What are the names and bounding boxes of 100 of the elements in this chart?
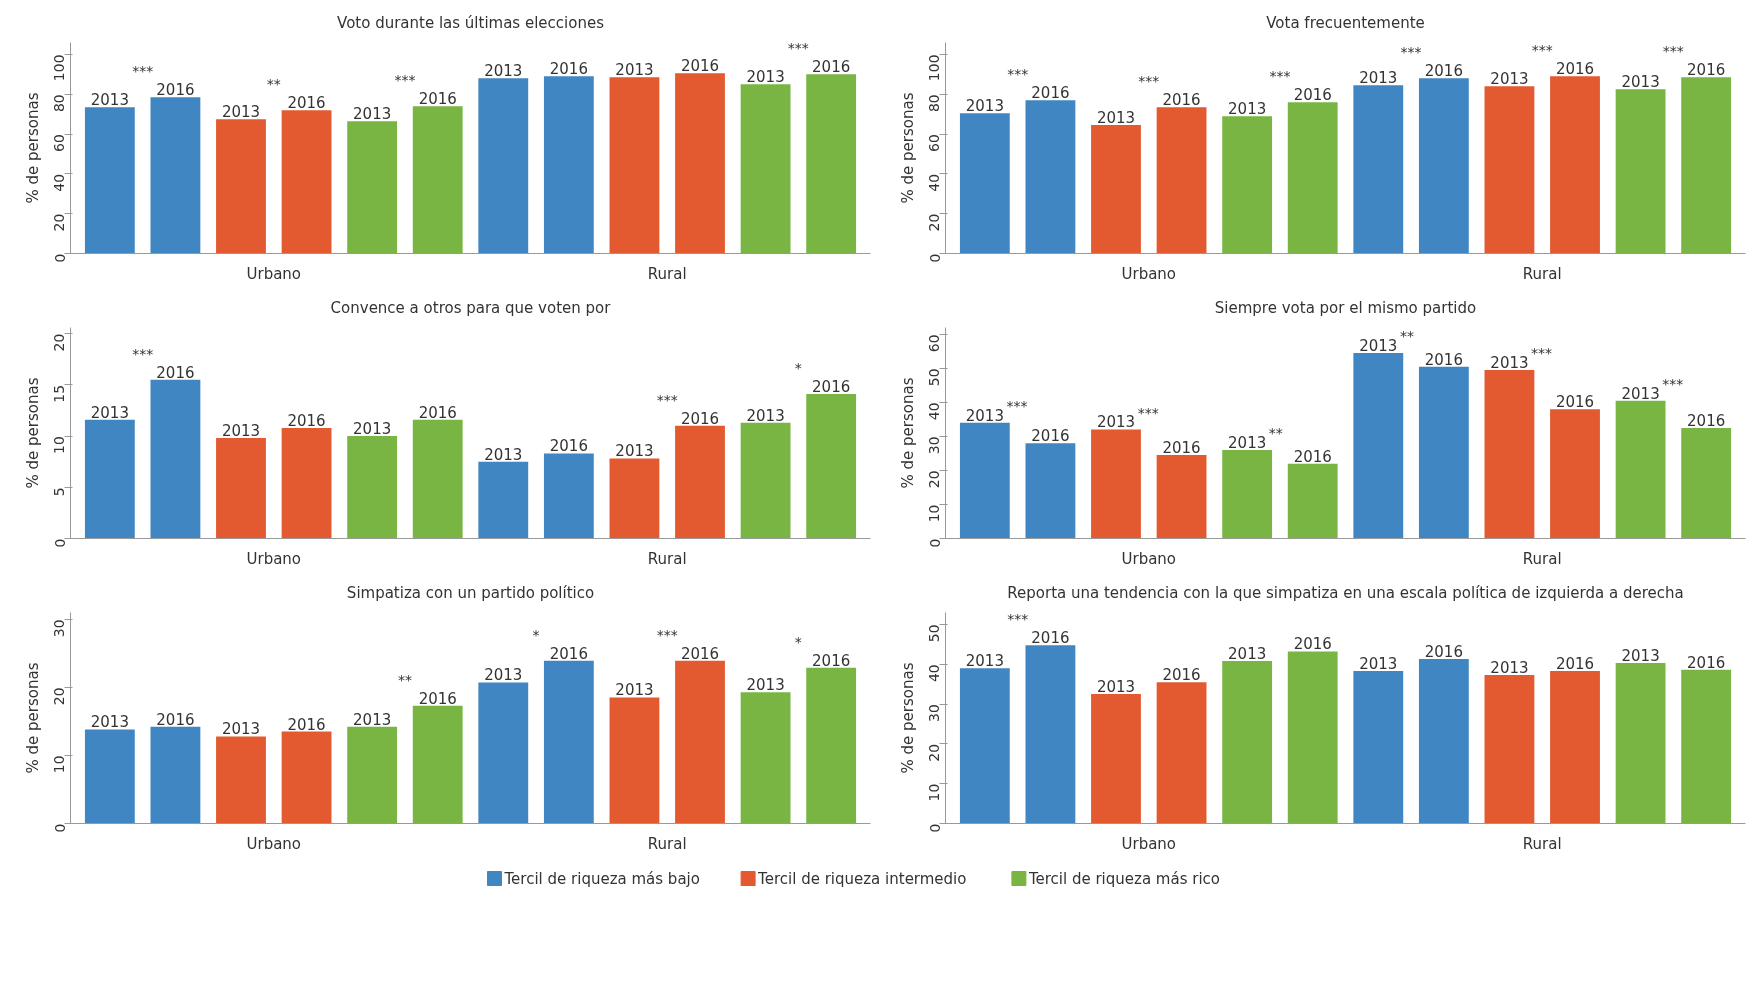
- category-label: 2013: [746, 68, 785, 87]
- annotation: **: [266, 76, 281, 93]
- chart-title: Siempre vota por el mismo partido: [1214, 298, 1477, 317]
- category-label: 2016: [1162, 666, 1201, 685]
- annotation: ***: [656, 626, 678, 643]
- category-label: 2016: [1031, 629, 1070, 648]
- text: Urbano: [246, 834, 302, 853]
- y-axis-title: % de personas: [23, 662, 42, 774]
- y-tick-label: 60: [926, 134, 943, 152]
- y-tick-label: 10: [51, 436, 68, 454]
- category-label: 2013: [965, 97, 1004, 116]
- category-label: 2013: [353, 710, 392, 729]
- text: Rural: [647, 834, 687, 853]
- y-tick-label: 0: [51, 538, 68, 548]
- annotation: *: [794, 633, 802, 650]
- y-tick-label: 20: [51, 213, 68, 232]
- annotation: ***: [1531, 345, 1553, 362]
- y-axis-title: % de personas: [898, 662, 917, 774]
- y-tick-label: 10: [926, 504, 943, 523]
- y-tick-label: 0: [926, 253, 943, 263]
- category-label: 2016: [1293, 447, 1332, 466]
- text: Urbano: [1121, 264, 1177, 283]
- text: Rural: [647, 549, 687, 568]
- category-label: 2013: [353, 419, 392, 438]
- category-label: 2016: [1424, 62, 1463, 81]
- category-label: 2016: [1424, 350, 1463, 369]
- category-label: 2013: [221, 422, 261, 441]
- annotation: **: [397, 671, 412, 688]
- category-label: 2016: [1162, 91, 1201, 110]
- y-tick-label: 10: [51, 755, 68, 774]
- y-tick-label: 30: [926, 704, 943, 722]
- category-label: 2013: [615, 61, 654, 80]
- category-label: 2016: [287, 411, 326, 430]
- category-label: 2013: [353, 105, 392, 124]
- category-label: 2016: [287, 94, 326, 113]
- y-tick-label: 60: [51, 134, 68, 152]
- text: Urbano: [1121, 549, 1177, 568]
- text: Rural: [647, 264, 687, 283]
- annotation: ***: [132, 345, 154, 362]
- text: Rural: [1522, 834, 1562, 853]
- category-label: 2016: [549, 60, 588, 79]
- y-tick-label: 5: [51, 487, 68, 497]
- y-axis-title: % de personas: [898, 92, 917, 204]
- annotation: ***: [394, 72, 416, 89]
- annotation: ***: [787, 40, 809, 57]
- category-label: 2013: [90, 403, 129, 422]
- annotation: ***: [1007, 66, 1029, 83]
- y-tick-label: 40: [926, 664, 943, 683]
- category-label: 2016: [549, 437, 588, 456]
- category-label: 2016: [812, 58, 851, 77]
- chart-title: Voto durante las últimas elecciones: [337, 13, 605, 32]
- category-label: 2016: [418, 403, 457, 422]
- y-tick-label: 80: [51, 94, 68, 113]
- annotation: *: [532, 626, 540, 643]
- category-label: 2013: [221, 103, 261, 122]
- category-label: 2013: [1621, 384, 1660, 403]
- y-axis-title: % de personas: [23, 92, 42, 204]
- y-tick-label: 0: [51, 823, 68, 833]
- category-label: 2013: [90, 91, 129, 110]
- category-label: 2013: [1096, 109, 1136, 127]
- annotation: ***: [1138, 73, 1160, 90]
- category-label: 2013: [484, 62, 523, 81]
- category-label: 2013: [1228, 433, 1267, 452]
- category-label: 2016: [680, 57, 720, 76]
- category-label: 2013: [615, 442, 654, 461]
- category-label: 2016: [1031, 84, 1070, 103]
- category-label: 2016: [156, 81, 195, 100]
- chart-title: Vota frecuentemente: [1266, 13, 1425, 32]
- category-label: 2016: [418, 90, 457, 109]
- y-tick-label: 40: [926, 173, 943, 192]
- y-tick-label: 10: [926, 783, 943, 802]
- y-tick-label: 0: [926, 823, 943, 833]
- chart-title: Reporta una tendencia con la que simpatiza en una escala política de izquierda a derecha: [1007, 583, 1684, 602]
- text: Urbano: [1121, 834, 1177, 853]
- annotation: ***: [1400, 44, 1422, 61]
- annotation: ***: [656, 391, 678, 408]
- annotation: **: [1268, 425, 1283, 442]
- y-tick-label: 100: [926, 54, 943, 82]
- category-label: 2016: [156, 710, 195, 729]
- category-label: 2016: [812, 651, 851, 670]
- y-tick-label: 20: [926, 470, 943, 489]
- category-label: 2016: [680, 409, 720, 428]
- text: Rural: [1522, 549, 1562, 568]
- y-tick-label: 60: [926, 334, 943, 353]
- annotation: ***: [1662, 43, 1684, 60]
- category-label: 2016: [1687, 653, 1726, 672]
- category-label: 2016: [418, 689, 457, 708]
- category-label: 2016: [1293, 86, 1332, 105]
- category-label: 2013: [90, 713, 129, 732]
- category-label: 2016: [1687, 411, 1726, 430]
- text: Rural: [1522, 264, 1562, 283]
- text: Urbano: [246, 264, 302, 283]
- category-label: 2016: [1424, 642, 1463, 661]
- annotation: ***: [1531, 42, 1553, 59]
- category-label: 2016: [1555, 654, 1595, 673]
- chart-title: Convence a otros para que voten por: [330, 298, 612, 317]
- y-axis-title: % de personas: [23, 377, 42, 489]
- annotation: ***: [1007, 611, 1029, 628]
- annotation: **: [1399, 328, 1414, 345]
- annotation: *: [794, 360, 802, 377]
